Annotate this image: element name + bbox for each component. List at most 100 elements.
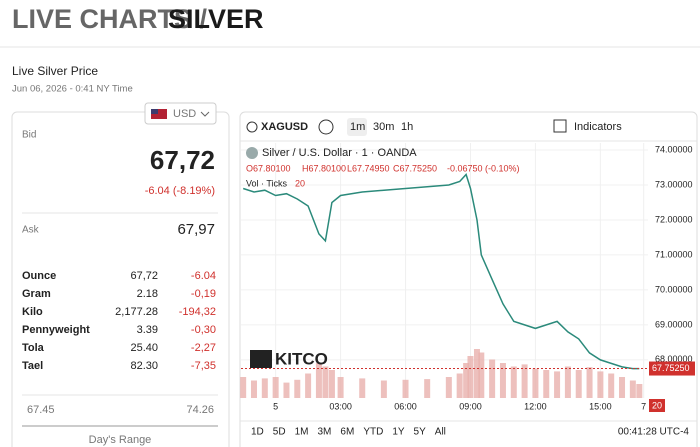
add-icon[interactable] [318,119,334,135]
y-tick-label: 73.00000 [655,179,693,189]
x-tick-label: 03:00 [329,401,352,411]
logo-mark [250,350,272,368]
volume-bar [359,378,366,398]
currency: USD [173,108,196,120]
symbol[interactable]: XAGUSD [261,121,308,133]
unit-change: -6.04 [191,270,216,282]
unit-name: Kilo [22,306,43,318]
clock: 00:41:28 UTC-4 [618,427,690,438]
volume-bar [575,370,582,398]
last-price-tag [649,361,695,376]
flag-canton [151,109,158,114]
range-button[interactable]: 3M [318,427,332,438]
chevron [200,111,210,117]
range-button[interactable]: 5Y [414,427,427,438]
volume-bar [380,380,387,398]
volume-bar [629,380,636,398]
heading: Live Silver Price [12,64,98,78]
volume-bar [467,356,474,398]
ohlc-value: L67.74950 [347,163,390,173]
bid: 67,72 [150,145,215,175]
volume-bar [636,384,643,398]
bid-change: -6.04 (-8.19%) [145,185,215,197]
volume-tag [649,399,665,412]
y-tick-label: 71.00000 [655,249,693,259]
unit-change: -0,19 [191,288,216,300]
volume-bar [463,363,470,398]
interval[interactable]: 1h [401,121,413,133]
unit-change: -7,35 [191,360,216,372]
unit-price: 67,72 [130,270,158,282]
unit-price: 82.30 [130,360,158,372]
unit-price: 2,177.28 [115,306,158,318]
symbol-icon [246,147,258,159]
volume-bar [521,364,528,398]
y-tick-label: 74.00000 [655,144,693,154]
chart-card [239,111,698,447]
ohlc-value: -0.06750 (-0.10%) [447,163,520,173]
x-tick-label: 06:00 [394,401,417,411]
x-tick-label: 7 [641,401,646,411]
volume-bar [564,366,571,398]
volume-bar [250,380,257,398]
unit-price: 2.18 [137,288,158,300]
volume-bar [322,366,329,398]
volume-bar [424,379,431,398]
timestamp: Jun 06, 2026 - 0:41 NY Time [12,84,133,95]
unit-price: 25.40 [130,342,158,354]
ask-label: Ask [22,225,40,236]
bid-label: Bid [22,130,36,141]
volume-bar [315,363,322,398]
price-card [11,111,230,447]
active-interval [347,118,367,136]
volume-bar [597,371,604,398]
volume-bar [510,366,517,398]
ask: 67,97 [177,221,215,238]
range-high: 74.26 [186,404,214,416]
unit-price: 3.39 [137,324,158,336]
volume-tag-label: 20 [652,400,662,410]
volume-bar [586,367,593,398]
flag [151,109,167,119]
interval[interactable]: 30m [373,121,394,133]
unit-name: Gram [22,288,51,300]
range-low: 67.45 [27,404,55,416]
volume-bar [283,382,290,398]
ohlc-value: H67.80100 [302,163,346,173]
logo: KITCO [275,349,328,368]
volume-bar [445,377,452,398]
ohlc-value: C67.75250 [393,163,437,173]
interval[interactable]: 1m [350,121,365,133]
search-icon[interactable] [246,121,258,133]
price-line [242,173,640,370]
range-button[interactable]: 1D [251,427,264,438]
title-prefix: LIVE CHARTS / [12,4,208,34]
range-button[interactable]: All [435,427,446,438]
volume-bar [261,378,268,398]
range-button[interactable]: 5D [273,427,286,438]
volume-bar [456,373,463,398]
volume-bar [554,371,561,398]
range-button[interactable]: 1M [295,427,309,438]
indicators[interactable]: Indicators [574,121,622,133]
volume-bar [240,377,247,398]
volume-legend: Vol · Ticks [246,178,288,188]
volume-bar [337,377,344,398]
range-button[interactable]: 6M [340,427,354,438]
x-tick-label: 15:00 [589,401,612,411]
range-button[interactable]: 1Y [392,427,405,438]
range-label: Day's Range [89,434,152,446]
range-button[interactable]: YTD [363,427,383,438]
x-tick-label: 09:00 [459,401,482,411]
volume-bar [543,370,550,398]
unit-name: Ounce [22,270,56,282]
unit-name: Pennyweight [22,324,90,336]
volume-bar [402,379,409,398]
x-tick-label: 12:00 [524,401,547,411]
indicators-icon [553,119,567,133]
title-main: SILVER [168,4,264,34]
y-tick-label: 70.00000 [655,284,693,294]
volume-bar [473,349,480,398]
volume-bar [619,377,626,398]
